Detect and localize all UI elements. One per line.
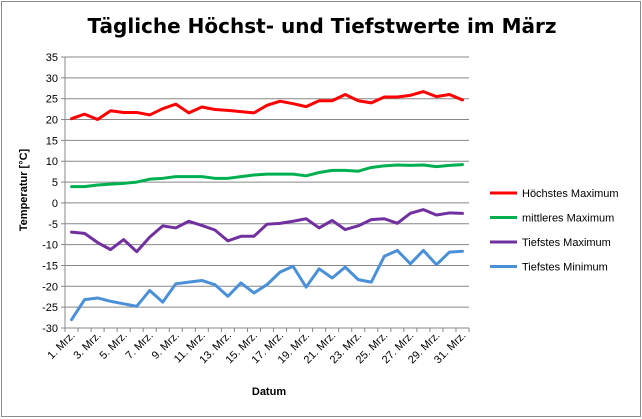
y-axis-title: Temperatur [°C] (18, 148, 30, 231)
series-line-1 (70, 90, 464, 122)
x-tick-labels: 1. Mrz.3. Mrz.5. Mrz.7. Mrz.9. Mrz.11. M… (45, 330, 468, 367)
y-tick-label: 20 (46, 115, 58, 127)
y-tick-label: 5 (52, 177, 58, 189)
legend-label: Tiefstes Minimum (522, 262, 608, 274)
y-tick-label: 30 (46, 73, 58, 85)
y-tick-label: -5 (48, 219, 58, 231)
y-tick-labels: -30 -25 -20 -15 -10 -5 0 5 10 15 20 25 30 35 (42, 52, 58, 335)
legend-label: Höchstes Maximum (522, 188, 619, 200)
series-line-3 (70, 208, 464, 254)
y-tick-label: -10 (42, 240, 58, 252)
legend-label: Tiefstes Maximum (522, 237, 611, 249)
y-tick-label: -30 (42, 323, 58, 335)
y-tick-label: -25 (42, 302, 58, 314)
x-tick-label: 7. Mrz. (124, 330, 156, 362)
legend-label: mittleres Maximum (522, 213, 614, 225)
x-tick-label: 5. Mrz. (98, 330, 130, 362)
y-tick-label: -20 (42, 281, 58, 293)
y-tick-label: -15 (42, 260, 58, 272)
x-tick-label: 3. Mrz. (71, 330, 103, 362)
series-lines (70, 90, 464, 322)
chart-title: Tägliche Höchst- und Tiefstwerte im März (87, 14, 556, 38)
y-tick-label: 35 (46, 52, 58, 64)
series-line-2 (70, 163, 464, 189)
y-tick-label: 10 (46, 156, 58, 168)
axes (64, 57, 470, 332)
y-tick-label: 25 (46, 94, 58, 106)
y-tick-label: 0 (52, 198, 58, 210)
legend: Höchstes Maximum mittleres Maximum Tiefste… (490, 188, 619, 274)
x-axis-title: Datum (252, 386, 286, 398)
series-line-4 (70, 248, 464, 322)
y-tick-label: 15 (46, 135, 58, 147)
